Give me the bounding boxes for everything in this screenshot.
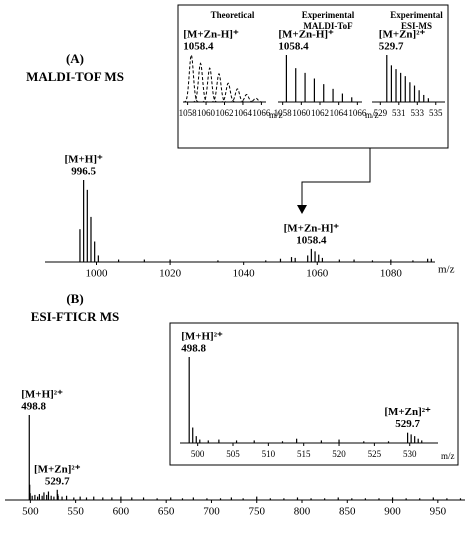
x-tick-label: 800 [294,506,311,518]
annotation-value: 529.7 [45,475,70,487]
annotation-label: [M+Zn]²⁺ [379,29,426,41]
x-tick-label: 850 [339,506,356,518]
peak-profile [238,93,255,103]
peak-profile [192,62,209,103]
x-tick-label: 1058 [179,108,198,118]
panel-title: MALDI-TOF MS [26,69,124,84]
x-tick-label: 1060 [197,108,216,118]
inset-title: Experimental [390,10,443,20]
x-tick-label: 700 [203,506,220,518]
x-tick-label: 533 [411,108,425,118]
annotation-value: 1058.4 [278,41,309,53]
arrow-head [297,205,307,214]
peak-profile [219,82,237,103]
arrow [301,148,371,207]
x-tick-label: 535 [429,108,443,118]
panel-label: (A) [66,51,84,66]
annotation-label: [M+Zn-H]⁺ [183,29,239,41]
x-tick-label: 1020 [159,268,182,280]
inset-frame [169,322,459,466]
x-tick-label: 515 [297,449,311,459]
peak-profile [210,72,228,103]
x-tick-label: 550 [67,506,84,518]
x-axis-label: m/z [441,451,455,461]
x-axis-label: m/z [365,110,379,120]
x-tick-label: 500 [22,506,39,518]
panel-label: (B) [66,291,83,306]
inset-frame [177,4,449,149]
x-tick-label: 1040 [233,268,256,280]
panel-title: ESI-FTICR MS [31,309,120,324]
peak-profile [229,88,246,103]
annotation-value: 529.7 [395,418,420,430]
x-tick-label: 505 [226,449,240,459]
x-axis-label: m/z [438,264,455,276]
inset-title: Theoretical [211,10,255,20]
x-tick-label: 529 [374,108,388,118]
annotation-label: [M+H]²⁺ [181,331,223,343]
inset-title: Experimental [302,10,355,20]
x-tick-label: 900 [384,506,401,518]
annotation-value: 529.7 [379,41,404,53]
x-tick-label: 520 [332,449,346,459]
x-tick-label: 1064 [234,108,253,118]
x-tick-label: 1066 [252,108,271,118]
annotation-label: [M+Zn]²⁺ [34,463,81,475]
annotation-label: [M+Zn-H]⁺ [278,29,334,41]
x-tick-label: 525 [368,449,382,459]
peak-profile [247,97,265,103]
annotation-value: 1058.4 [296,234,327,246]
x-tick-label: 1058 [274,108,293,118]
x-tick-label: 750 [248,506,265,518]
x-tick-label: 1060 [292,108,311,118]
x-tick-label: 650 [158,506,175,518]
x-tick-label: 500 [191,449,205,459]
x-tick-label: 950 [430,506,447,518]
x-tick-label: 1064 [330,108,349,118]
annotation-label: [M+H]⁺ [64,154,103,166]
x-tick-label: 600 [113,506,130,518]
annotation-label: [M+Zn-H]⁺ [284,222,340,234]
annotation-value: 1058.4 [183,41,214,53]
x-tick-label: 1062 [311,108,329,118]
x-tick-label: 1066 [348,108,367,118]
x-axis-label: m/z [269,110,283,120]
x-tick-label: 530 [403,449,417,459]
peak-profile [201,67,219,103]
x-tick-label: 1060 [306,268,329,280]
x-tick-label: 531 [392,108,406,118]
annotation-value: 996.5 [71,166,96,178]
annotation-label: [M+Zn]²⁺ [384,406,431,418]
x-tick-label: 510 [262,449,276,459]
inset-title: MALDI-ToF [303,21,353,31]
peak-profile [182,53,200,103]
annotation-label: [M+H]²⁺ [21,389,63,401]
annotation-value: 498.8 [21,401,46,413]
x-tick-label: 1062 [216,108,234,118]
inset-title: ESI-MS [401,21,432,31]
annotation-value: 498.8 [181,343,206,355]
x-tick-label: 1080 [380,268,403,280]
x-tick-label: 1000 [86,268,109,280]
